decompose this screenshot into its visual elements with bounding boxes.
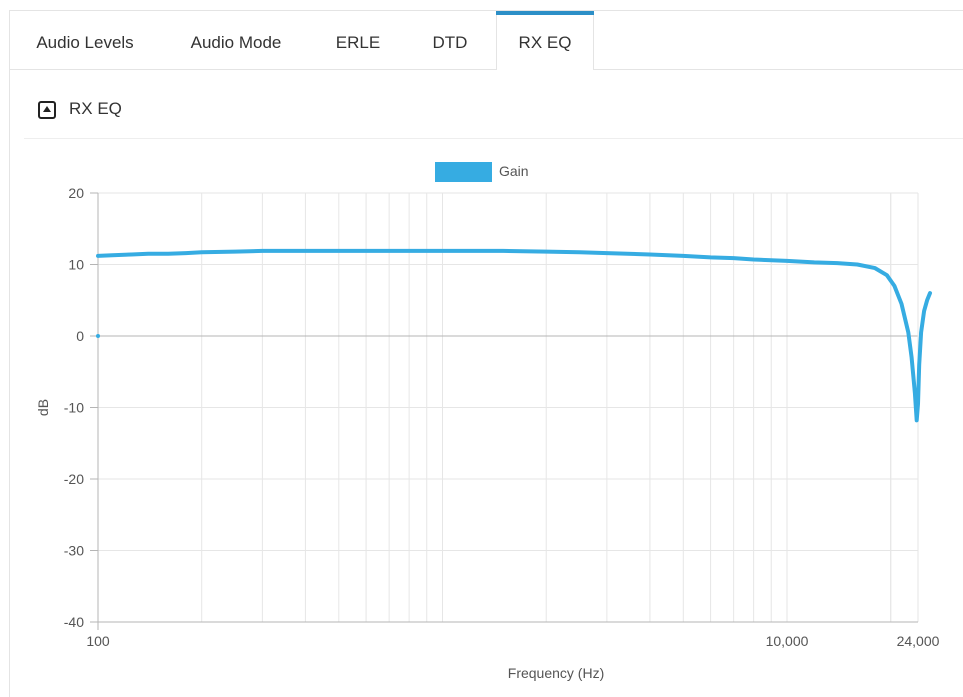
y-axis-label: dB	[35, 399, 51, 416]
data-point	[96, 334, 100, 338]
y-tick-label: 0	[76, 328, 84, 344]
tab-audio-mode[interactable]: Audio Mode	[190, 33, 282, 52]
legend-label: Gain	[499, 163, 529, 179]
y-tick-label: -20	[64, 471, 84, 487]
x-tick-label: 10,000	[766, 633, 809, 649]
x-tick-label: 100	[86, 633, 110, 649]
y-tick-label: -10	[64, 400, 84, 416]
section-header: RX EQ	[24, 70, 963, 139]
tab-audio-levels[interactable]: Audio Levels	[36, 33, 134, 52]
y-tick-label: 20	[68, 185, 84, 201]
gain-series-line	[96, 248, 932, 423]
y-tick-label: 10	[68, 257, 84, 273]
x-tick-label: 24,000	[897, 633, 940, 649]
legend-swatch	[435, 162, 492, 182]
tab-bar: Audio Levels Audio Mode ERLE DTD RX EQ	[10, 11, 963, 70]
y-tick-label: -40	[64, 614, 84, 630]
y-tick-label: -30	[64, 543, 84, 559]
tab-dtd[interactable]: DTD	[432, 33, 468, 52]
tab-erle[interactable]: ERLE	[335, 33, 381, 52]
tab-rx-eq[interactable]: RX EQ	[496, 11, 594, 70]
section-title: RX EQ	[69, 99, 122, 118]
collapse-up-icon[interactable]	[38, 101, 56, 119]
x-axis-label: Frequency (Hz)	[508, 665, 604, 681]
rx-eq-panel: Audio Levels Audio Mode ERLE DTD RX EQ R…	[9, 10, 963, 697]
